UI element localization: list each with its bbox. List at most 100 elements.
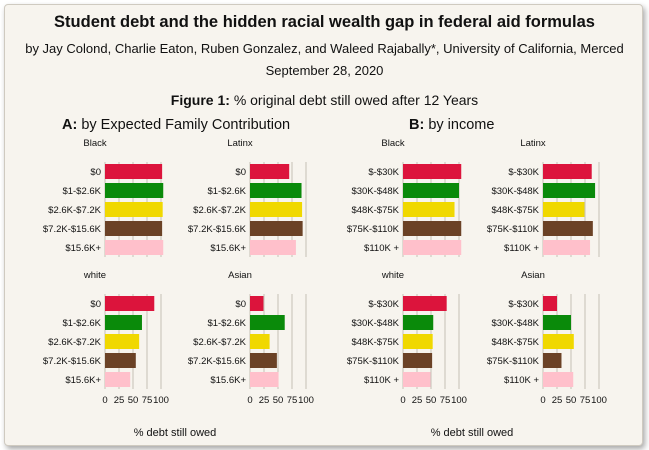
subplot-b-latinx: Latinx $-$30K $30K-$48K $48K-$75K $75K-$110K…: [487, 138, 600, 257]
bar: [403, 240, 462, 255]
category-label: $2.6K-$7.2K: [193, 337, 246, 348]
category-label: $15.6K+: [65, 375, 101, 386]
subplot-title: white: [83, 270, 106, 281]
bar: [403, 296, 447, 311]
subplot-b-black: Black $-$30K $30K-$48K $48K-$75K $75K-$110K $…: [347, 138, 462, 257]
bar: [250, 202, 303, 217]
bar: [543, 164, 592, 179]
category-label: $7.2K-$15.6K: [43, 356, 102, 367]
x-tick-label: 0: [247, 395, 252, 406]
bar: [105, 296, 155, 311]
category-label: $110K +: [364, 375, 399, 386]
x-tick-label: 25: [552, 395, 563, 406]
category-label: $-$30K: [368, 299, 399, 310]
category-label: $-$30K: [508, 299, 539, 310]
category-label: $30K-$48K: [351, 186, 399, 197]
category-label: $110K +: [504, 243, 539, 254]
category-label: $1-$2.6K: [207, 186, 246, 197]
x-tick-label: 25: [259, 395, 270, 406]
bar: [403, 315, 434, 330]
bar: [105, 315, 142, 330]
bar: [543, 296, 557, 311]
category-label: $30K-$48K: [491, 186, 539, 197]
bar: [543, 334, 574, 349]
bar: [250, 164, 290, 179]
category-label: $15.6K+: [65, 243, 101, 254]
bar: [250, 372, 279, 387]
x-tick-label: 25: [412, 395, 423, 406]
bar: [403, 353, 433, 368]
bar: [250, 315, 285, 330]
bar: [403, 372, 431, 387]
x-tick-label: 100: [591, 395, 607, 406]
bar: [403, 164, 462, 179]
category-label: $0: [90, 299, 101, 310]
category-label: $-$30K: [508, 167, 539, 178]
category-label: $48K-$75K: [491, 337, 539, 348]
category-label: $1-$2.6K: [62, 318, 101, 329]
category-label: $48K-$75K: [491, 205, 539, 216]
x-tick-label: 0: [540, 395, 545, 406]
category-label: $0: [235, 299, 246, 310]
category-label: $7.2K-$15.6K: [43, 224, 102, 235]
subplot-title: Black: [83, 138, 106, 149]
panel-b-letter: B:: [409, 117, 425, 133]
category-label: $1-$2.6K: [62, 186, 101, 197]
category-label: $7.2K-$15.6K: [188, 224, 247, 235]
bar: [250, 353, 277, 368]
category-label: $110K +: [504, 375, 539, 386]
x-tick-label: 75: [142, 395, 153, 406]
x-tick-label: 25: [114, 395, 125, 406]
panel-b-title: by income: [428, 117, 495, 133]
bar: [105, 240, 164, 255]
category-label: $-$30K: [368, 167, 399, 178]
subplot-title: Asian: [521, 270, 545, 281]
subplot-a-asian: Asian $0 $1-$2.6K $2.6K-$7.2K $7.2K-$15.6K $1…: [188, 270, 314, 406]
x-tick-label: 50: [128, 395, 139, 406]
x-tick-label: 100: [153, 395, 169, 406]
bar: [105, 334, 140, 349]
date-line: September 28, 2020: [265, 63, 384, 78]
bar: [250, 296, 264, 311]
x-tick-label: 0: [400, 395, 405, 406]
bar: [105, 221, 163, 236]
x-tick-label: 75: [287, 395, 298, 406]
category-label: $2.6K-$7.2K: [193, 205, 246, 216]
category-label: $15.6K+: [210, 243, 246, 254]
bar: [105, 164, 163, 179]
subplot-title: white: [381, 270, 404, 281]
category-label: $75K-$110K: [347, 356, 400, 367]
category-label: $0: [235, 167, 246, 178]
bar: [403, 202, 455, 217]
category-label: $110K +: [364, 243, 399, 254]
bar: [403, 183, 459, 198]
page-title: Student debt and the hidden racial wealt…: [54, 13, 595, 31]
bar: [543, 372, 574, 387]
x-tick-label: 75: [580, 395, 591, 406]
x-tick-label: 0: [102, 395, 107, 406]
subplot-b-asian: Asian $-$30K $30K-$48K $48K-$75K $75K-$110K $…: [487, 270, 607, 406]
figure-caption-text: % original debt still owed after 12 Year…: [233, 92, 479, 108]
bar: [543, 221, 593, 236]
category-label: $48K-$75K: [351, 337, 399, 348]
category-label: $30K-$48K: [351, 318, 399, 329]
bar: [250, 334, 270, 349]
x-tick-label: 100: [451, 395, 467, 406]
subplot-title: Asian: [228, 270, 252, 281]
subplot-b-white: white $-$30K $30K-$48K $48K-$75K $75K-$110K $…: [347, 270, 467, 406]
figure-label: Figure 1:: [170, 92, 230, 108]
bar: [250, 221, 303, 236]
x-tick-label: 50: [273, 395, 284, 406]
panel-a-heading: A: by Expected Family Contribution: [62, 117, 290, 133]
category-label: $75K-$110K: [487, 224, 540, 235]
category-label: $0: [90, 167, 101, 178]
bar: [105, 353, 136, 368]
bar: [543, 202, 585, 217]
bar: [543, 353, 562, 368]
bar: [250, 183, 302, 198]
category-label: $30K-$48K: [491, 318, 539, 329]
figure-caption: Figure 1: % original debt still owed aft…: [0, 92, 649, 108]
panel-a-title: by Expected Family Contribution: [81, 117, 291, 133]
panel-a-letter: A:: [62, 117, 78, 133]
